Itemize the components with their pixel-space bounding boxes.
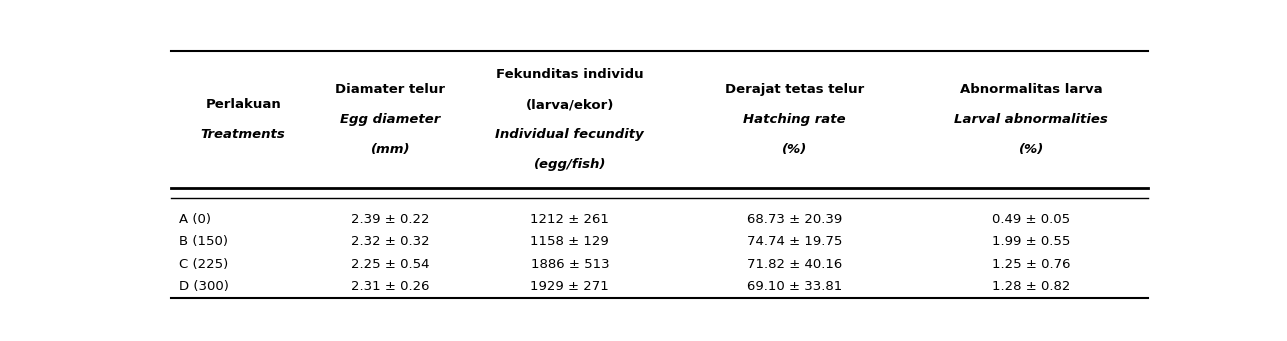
Text: 0.49 ± 0.05: 0.49 ± 0.05 [992, 213, 1071, 226]
Text: A (0): A (0) [179, 213, 211, 226]
Text: 2.25 ± 0.54: 2.25 ± 0.54 [351, 257, 430, 271]
Text: 74.74 ± 19.75: 74.74 ± 19.75 [746, 235, 842, 248]
Text: Abnormalitas larva: Abnormalitas larva [960, 83, 1103, 96]
Text: (larva/ekor): (larva/ekor) [525, 98, 614, 111]
Text: B (150): B (150) [179, 235, 228, 248]
Text: 2.31 ± 0.26: 2.31 ± 0.26 [351, 280, 430, 293]
Text: 69.10 ± 33.81: 69.10 ± 33.81 [746, 280, 842, 293]
Text: 68.73 ± 20.39: 68.73 ± 20.39 [746, 213, 842, 226]
Text: 2.32 ± 0.32: 2.32 ± 0.32 [351, 235, 430, 248]
Text: Individual fecundity: Individual fecundity [495, 128, 645, 141]
Text: Hatching rate: Hatching rate [743, 113, 846, 126]
Text: Treatments: Treatments [201, 128, 286, 141]
Text: 2.39 ± 0.22: 2.39 ± 0.22 [351, 213, 430, 226]
Text: (%): (%) [1018, 143, 1044, 157]
Text: D (300): D (300) [179, 280, 229, 293]
Text: Larval abnormalities: Larval abnormalities [954, 113, 1108, 126]
Text: Perlakuan: Perlakuan [206, 98, 281, 111]
Text: 71.82 ± 40.16: 71.82 ± 40.16 [746, 257, 842, 271]
Text: Diamater telur: Diamater telur [336, 83, 445, 96]
Text: (mm): (mm) [371, 143, 411, 157]
Text: 1.28 ± 0.82: 1.28 ± 0.82 [992, 280, 1071, 293]
Text: 1.25 ± 0.76: 1.25 ± 0.76 [992, 257, 1071, 271]
Text: Derajat tetas telur: Derajat tetas telur [725, 83, 864, 96]
Text: 1929 ± 271: 1929 ± 271 [530, 280, 609, 293]
Text: C (225): C (225) [179, 257, 228, 271]
Text: 1158 ± 129: 1158 ± 129 [530, 235, 609, 248]
Text: Egg diameter: Egg diameter [340, 113, 440, 126]
Text: 1212 ± 261: 1212 ± 261 [530, 213, 609, 226]
Text: 1886 ± 513: 1886 ± 513 [530, 257, 609, 271]
Text: (egg/fish): (egg/fish) [534, 159, 606, 172]
Text: (%): (%) [781, 143, 807, 157]
Text: Fekunditas individu: Fekunditas individu [495, 68, 644, 81]
Text: 1.99 ± 0.55: 1.99 ± 0.55 [992, 235, 1071, 248]
